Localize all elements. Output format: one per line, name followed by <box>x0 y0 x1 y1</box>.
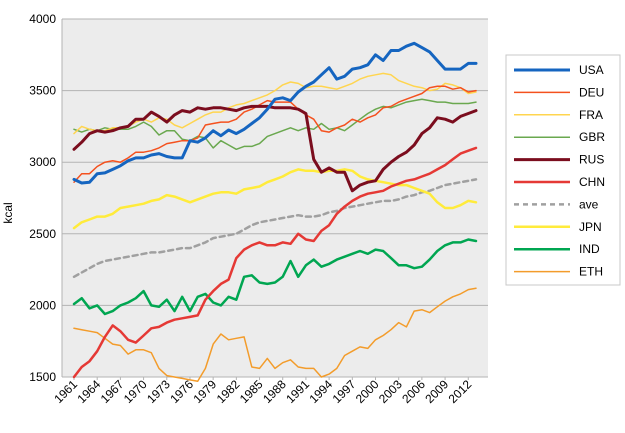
legend: USA DEU FRA GBR RUS CHN ave JPN IND ETH <box>505 54 621 286</box>
y-tick-label: 1500 <box>29 370 56 384</box>
series-line-ave <box>72 178 478 279</box>
series-line-rus <box>72 104 478 193</box>
y-tick-label: 3500 <box>29 84 56 98</box>
legend-label-jpn: JPN <box>579 220 602 234</box>
series-line-usa <box>72 41 478 185</box>
plot-area <box>62 19 488 377</box>
series-line-gbr <box>73 98 477 151</box>
series-line-ind <box>72 238 478 316</box>
legend-label-eth: ETH <box>579 265 603 279</box>
y-axis-label: kcal <box>1 202 15 223</box>
legend-label-ave: ave <box>579 197 599 211</box>
series-line-jpn <box>72 168 478 230</box>
series-line-chn <box>72 146 478 379</box>
legend-box <box>505 54 621 286</box>
y-tick-label: 2500 <box>29 227 56 241</box>
y-axis: 1500 2000 2500 3000 3500 4000 <box>29 12 56 384</box>
y-tick-label: 2000 <box>29 298 56 312</box>
legend-label-ind: IND <box>579 242 600 256</box>
series-line-eth <box>73 287 477 383</box>
legend-label-chn: CHN <box>579 175 605 189</box>
series-line-deu <box>73 85 477 183</box>
legend-label-fra: FRA <box>579 108 603 122</box>
legend-label-usa: USA <box>579 63 604 77</box>
y-tick-label: 3000 <box>29 155 56 169</box>
legend-label-rus: RUS <box>579 153 604 167</box>
legend-label-gbr: GBR <box>579 130 605 144</box>
y-tick-label: 4000 <box>29 12 56 26</box>
legend-label-deu: DEU <box>579 85 604 99</box>
series-lines <box>72 41 478 383</box>
